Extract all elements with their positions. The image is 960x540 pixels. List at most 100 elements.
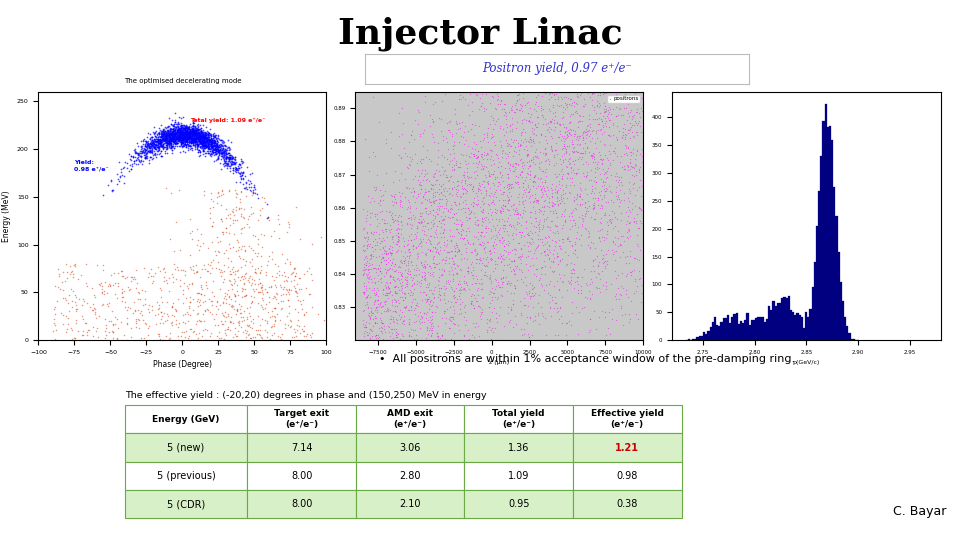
Point <box>522 135 538 144</box>
Point <box>468 188 484 197</box>
Point <box>176 124 191 132</box>
Point <box>585 89 600 97</box>
Point <box>570 280 586 288</box>
Point <box>633 163 648 172</box>
Point <box>103 271 118 279</box>
Point <box>460 281 475 289</box>
Point <box>246 246 261 255</box>
Point <box>246 188 261 197</box>
Point <box>606 119 621 127</box>
Point <box>557 218 572 226</box>
Point <box>474 102 490 110</box>
Point <box>574 304 589 313</box>
Text: Effective yield
(e⁺/e⁻): Effective yield (e⁺/e⁻) <box>590 409 663 429</box>
Point <box>189 267 204 276</box>
Point <box>569 99 585 108</box>
Point <box>148 140 163 149</box>
Point <box>528 244 543 253</box>
Point <box>158 134 174 143</box>
Point <box>163 140 179 149</box>
Point <box>439 278 454 287</box>
Point <box>540 251 556 259</box>
Point <box>562 279 577 287</box>
Point <box>444 285 460 293</box>
Point <box>425 205 441 214</box>
Point <box>202 129 217 137</box>
Point <box>566 215 582 224</box>
Point <box>412 324 427 333</box>
Point <box>168 132 183 140</box>
Point <box>425 220 441 228</box>
Point <box>449 120 465 129</box>
Point <box>184 130 200 138</box>
Point <box>373 225 389 234</box>
Point <box>200 138 215 146</box>
Point <box>492 254 508 263</box>
Point <box>415 209 430 218</box>
Point <box>143 130 158 138</box>
Bar <box>699 336 701 340</box>
Point <box>558 181 573 190</box>
Point <box>216 152 231 161</box>
Point <box>620 160 636 169</box>
Point <box>214 141 229 150</box>
Point <box>434 188 449 197</box>
Point <box>490 181 505 190</box>
Point <box>174 137 189 146</box>
Point <box>422 246 438 254</box>
Point <box>176 327 191 336</box>
Point <box>184 234 200 243</box>
Point <box>226 319 241 327</box>
Point <box>506 146 521 155</box>
Point <box>268 260 283 268</box>
Point <box>170 133 185 141</box>
Point <box>177 137 192 145</box>
Point <box>515 164 530 172</box>
Point <box>229 165 245 174</box>
Point <box>389 332 404 341</box>
Point <box>206 136 222 144</box>
Point <box>365 242 380 251</box>
Point <box>188 126 204 135</box>
Point <box>427 262 443 271</box>
Point <box>557 212 572 221</box>
Point <box>78 319 93 327</box>
Point <box>558 134 573 143</box>
Point <box>542 223 558 232</box>
Point <box>280 218 296 227</box>
Point <box>548 181 564 190</box>
Point <box>293 274 308 282</box>
Point <box>161 133 177 141</box>
Point <box>510 275 525 284</box>
Point <box>257 198 273 206</box>
Point <box>429 260 444 268</box>
Point <box>274 250 289 259</box>
Point <box>185 125 201 134</box>
Point <box>474 227 490 236</box>
Point <box>228 216 243 225</box>
Point <box>160 127 176 136</box>
Point <box>163 120 179 129</box>
Point <box>173 131 188 139</box>
Point <box>465 280 480 288</box>
Point <box>199 136 214 145</box>
Point <box>158 140 174 149</box>
Point <box>421 207 437 215</box>
Point <box>194 139 209 148</box>
Point <box>464 248 479 256</box>
Point <box>397 293 413 302</box>
Point <box>400 164 416 172</box>
Point <box>238 192 253 201</box>
Point <box>201 243 216 252</box>
Point <box>186 136 202 144</box>
Point <box>401 306 417 315</box>
Point <box>486 125 501 133</box>
Point <box>262 336 277 345</box>
Point <box>580 204 595 212</box>
Point <box>414 258 429 267</box>
Point <box>528 265 543 273</box>
Point <box>176 134 191 143</box>
Point <box>125 309 140 318</box>
Point <box>579 293 594 302</box>
Point <box>368 152 383 160</box>
